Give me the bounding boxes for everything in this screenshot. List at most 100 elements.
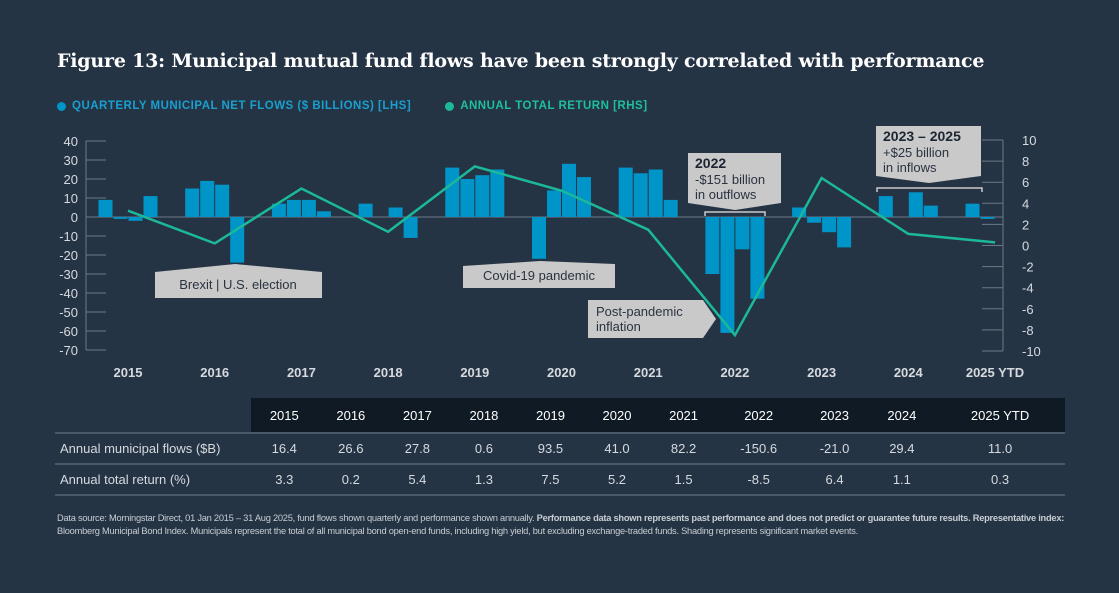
right-axis-tick-label: -2 xyxy=(1022,260,1034,275)
table-cell: 16.4 xyxy=(251,433,318,465)
table-cell: 0.3 xyxy=(935,464,1065,496)
annotation-2022-line2: in outflows xyxy=(695,187,757,202)
flow-bar xyxy=(965,203,980,217)
flow-bar xyxy=(648,169,663,217)
left-axis-tick-label: -30 xyxy=(59,267,78,282)
flow-bar xyxy=(271,203,286,217)
legend-return-label: ANNUAL TOTAL RETURN [RHS] xyxy=(460,100,648,112)
table-header-cell: 2022 xyxy=(716,398,801,434)
table-cell: 1.5 xyxy=(650,464,717,496)
flow-bar xyxy=(301,199,316,217)
table-cell: 93.5 xyxy=(517,433,584,465)
table-cell: 7.5 xyxy=(517,464,584,496)
annotation-inflation: Post-pandemic inflation xyxy=(588,300,716,338)
row-label: Annual total return (%) xyxy=(55,464,251,496)
flow-bar xyxy=(980,217,995,219)
flow-bar xyxy=(286,199,301,217)
flow-bar xyxy=(807,217,822,223)
x-axis-tick-label: 2023 xyxy=(807,365,836,380)
annotation-covid-text: Covid-19 pandemic xyxy=(483,268,596,283)
left-axis-tick-label: -50 xyxy=(59,305,78,320)
table-cell: 3.3 xyxy=(251,464,318,496)
table-cell: -150.6 xyxy=(716,433,801,465)
right-axis-tick-label: -10 xyxy=(1022,344,1041,359)
table-header-blank xyxy=(55,398,251,434)
table-header-cell: 2019 xyxy=(517,398,584,434)
annotation-2022: 2022 -$151 billion in outflows xyxy=(688,153,781,216)
flow-bar xyxy=(98,199,113,217)
flow-bar xyxy=(143,196,158,217)
legend-flows: QUARTERLY MUNICIPAL NET FLOWS ($ BILLION… xyxy=(57,100,411,112)
return-line xyxy=(127,165,996,338)
table-header-cell: 2024 xyxy=(868,398,936,434)
annotation-2022-line1: -$151 billion xyxy=(695,172,765,187)
table-header-cell: 2017 xyxy=(384,398,451,434)
flow-bar xyxy=(185,188,200,217)
flow-bar xyxy=(113,217,128,219)
flow-bar xyxy=(663,199,678,217)
flow-bar xyxy=(792,207,807,217)
row-label: Annual municipal flows ($B) xyxy=(55,433,251,465)
legend: QUARTERLY MUNICIPAL NET FLOWS ($ BILLION… xyxy=(57,100,648,112)
flow-bar xyxy=(128,217,143,221)
left-axis-tick-label: 0 xyxy=(71,210,78,225)
left-axis-tick-label: 30 xyxy=(64,153,78,168)
x-axis-tick-label: 2016 xyxy=(200,365,229,380)
table-header-cell: 2023 xyxy=(800,398,869,434)
table-cell: 6.4 xyxy=(800,464,869,496)
legend-flows-swatch xyxy=(57,101,66,111)
table-header-cell: 2020 xyxy=(583,398,651,434)
flow-bar xyxy=(735,217,750,250)
right-axis-tick-label: -8 xyxy=(1022,323,1034,338)
flow-bar xyxy=(750,217,765,299)
left-axis-tick-label: -40 xyxy=(59,286,78,301)
table-header-cell: 2016 xyxy=(317,398,385,434)
left-axis-tick-label: -70 xyxy=(59,343,78,358)
right-axis-tick-label: -4 xyxy=(1022,281,1034,296)
table-cell: 0.6 xyxy=(450,433,518,465)
legend-flows-label: QUARTERLY MUNICIPAL NET FLOWS ($ BILLION… xyxy=(72,100,412,112)
x-axis-tick-label: 2024 xyxy=(894,365,924,380)
data-table: 2015 2016 2017 2018 2019 2020 2021 2022 2023 2024… xyxy=(55,398,1065,496)
table-cell: -21.0 xyxy=(800,433,869,465)
table-header-cell: 2018 xyxy=(450,398,518,434)
flow-bar xyxy=(720,217,735,333)
x-axis-tick-label: 2020 xyxy=(547,365,576,380)
table-header-cell: 2021 xyxy=(650,398,717,434)
bracket-2022 xyxy=(704,211,766,216)
annotation-brexit: Brexit | U.S. election xyxy=(155,264,322,298)
x-axis-tick-label: 2017 xyxy=(287,365,316,380)
table-row: Annual total return (%) 3.3 0.2 5.4 1.3 7.5 5.… xyxy=(55,464,1065,496)
legend-return-swatch xyxy=(445,101,455,111)
footnote-index: Bloomberg Municipal Bond Index. Municipa… xyxy=(57,526,858,536)
flow-bar xyxy=(388,207,403,217)
annotation-2325-line1: +$25 billion xyxy=(883,145,949,160)
x-axis-tick-label: 2018 xyxy=(374,365,403,380)
right-axis-tick-label: 4 xyxy=(1022,196,1029,211)
right-axis-tick-label: 2 xyxy=(1022,217,1029,232)
flow-bar xyxy=(923,205,938,217)
flow-bar xyxy=(633,173,648,217)
bracket-2023-2025 xyxy=(876,187,983,192)
right-axis-tick-label: -6 xyxy=(1022,302,1034,317)
flow-bar xyxy=(403,217,418,238)
table-cell: 0.2 xyxy=(317,464,385,496)
flow-bar xyxy=(878,196,893,217)
annotation-2325-head: 2023 – 2025 xyxy=(883,128,961,144)
table-cell: 5.4 xyxy=(384,464,451,496)
table-header-cell: 2015 xyxy=(251,398,318,434)
flow-bar xyxy=(908,192,923,217)
table-cell: 5.2 xyxy=(583,464,651,496)
flow-bar xyxy=(460,179,475,217)
flow-bar xyxy=(705,217,720,274)
flow-bar xyxy=(618,167,633,217)
right-axis-tick-label: 10 xyxy=(1022,133,1036,148)
x-axis-tick-label: 2019 xyxy=(460,365,489,380)
table-cell: 29.4 xyxy=(868,433,936,465)
right-axis-tick-label: 6 xyxy=(1022,175,1029,190)
flow-bar xyxy=(532,217,546,259)
left-axis-tick-label: 40 xyxy=(64,134,78,149)
footnote: Data source: Morningstar Direct, 01 Jan … xyxy=(57,512,1077,538)
annotation-covid: Covid-19 pandemic xyxy=(463,261,615,288)
flow-bar xyxy=(490,169,505,217)
